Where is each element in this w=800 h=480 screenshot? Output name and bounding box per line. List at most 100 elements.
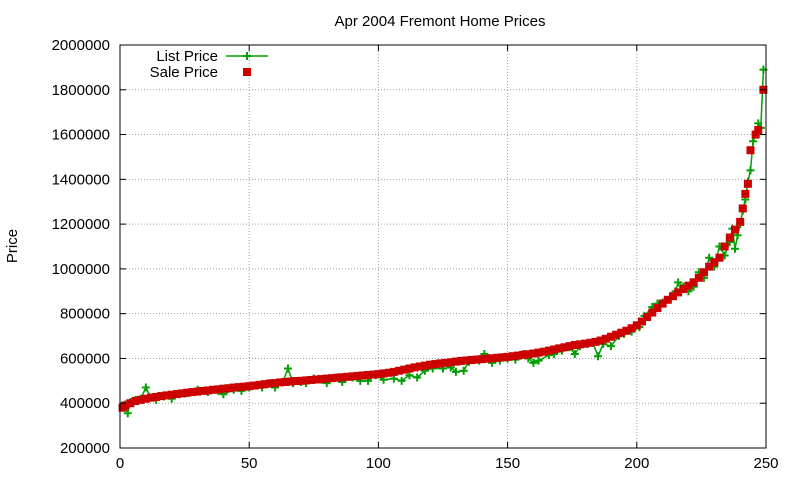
data-point — [493, 353, 502, 362]
data-point — [749, 137, 758, 146]
data-point — [653, 304, 662, 313]
data-point — [529, 349, 538, 358]
x-tick-label: 100 — [366, 455, 391, 472]
data-point — [183, 388, 192, 397]
data-point — [591, 337, 600, 346]
data-point — [198, 386, 207, 395]
data-point — [570, 341, 579, 350]
y-tick-label: 600000 — [60, 350, 110, 367]
data-point — [405, 364, 414, 373]
data-point — [534, 348, 543, 357]
data-point — [283, 364, 292, 373]
y-tick-label: 200000 — [60, 440, 110, 457]
data-point — [668, 292, 677, 301]
data-point — [157, 392, 166, 401]
data-point — [451, 357, 460, 366]
data-point — [123, 409, 132, 418]
data-point — [544, 346, 553, 355]
y-tick-label: 800000 — [60, 306, 110, 323]
data-point — [162, 391, 171, 400]
data-point — [141, 383, 150, 392]
data-point — [420, 361, 429, 370]
data-point — [705, 253, 714, 262]
data-point — [663, 295, 672, 304]
data-point — [601, 334, 610, 343]
data-point — [234, 383, 243, 392]
y-axis-label: Price — [4, 229, 21, 263]
data-point — [736, 217, 745, 226]
x-tick-label: 250 — [753, 455, 778, 472]
data-point — [415, 362, 424, 371]
data-point — [379, 369, 388, 378]
data-point — [389, 367, 398, 376]
data-point — [684, 281, 693, 290]
data-point — [219, 384, 228, 393]
data-point — [317, 375, 326, 384]
data-point — [224, 384, 233, 393]
data-point — [643, 313, 652, 322]
series-layer — [118, 65, 768, 418]
x-tick-label: 0 — [116, 455, 124, 472]
data-point — [291, 377, 300, 386]
data-point — [121, 401, 130, 410]
data-point — [503, 352, 512, 361]
data-point — [126, 399, 135, 408]
data-point — [741, 189, 750, 198]
data-point — [751, 130, 760, 139]
data-point — [229, 383, 238, 392]
data-point — [436, 359, 445, 368]
data-point — [188, 388, 197, 397]
data-point — [240, 382, 249, 391]
data-point — [730, 244, 739, 253]
data-point — [754, 119, 763, 128]
legend-swatch-marker — [243, 52, 251, 60]
data-point — [472, 355, 481, 364]
data-point — [296, 376, 305, 385]
data-point — [730, 225, 739, 234]
data-point — [694, 273, 703, 282]
data-point — [451, 367, 460, 376]
data-point — [395, 366, 404, 375]
data-point — [462, 356, 471, 365]
data-point — [348, 372, 357, 381]
data-point — [426, 360, 435, 369]
legend-swatch-marker — [243, 68, 251, 76]
grid-lines — [120, 45, 766, 448]
data-point — [715, 253, 724, 262]
data-point — [508, 352, 517, 361]
data-point — [312, 375, 321, 384]
data-point — [203, 386, 212, 395]
data-point — [627, 324, 636, 333]
data-point — [302, 376, 311, 385]
data-point — [214, 385, 223, 394]
data-point — [250, 381, 259, 390]
data-point — [413, 373, 422, 382]
data-point — [738, 204, 747, 213]
x-tick-label: 50 — [241, 455, 258, 472]
data-point — [482, 354, 491, 363]
data-point — [353, 371, 362, 380]
data-point — [560, 343, 569, 352]
data-point — [178, 389, 187, 398]
data-point — [265, 379, 274, 388]
data-point — [699, 268, 708, 277]
data-point — [581, 339, 590, 348]
data-point — [389, 374, 398, 383]
data-point — [519, 350, 528, 359]
data-point — [364, 371, 373, 380]
data-point — [152, 392, 161, 401]
data-point — [720, 242, 729, 251]
data-point — [513, 351, 522, 360]
data-point — [397, 376, 406, 385]
data-point — [193, 387, 202, 396]
data-point — [743, 179, 752, 188]
axes: 0 50 100 150 200 250 200000 400000 600000 800000 1… — [52, 37, 779, 472]
data-point — [477, 355, 486, 364]
data-point — [467, 356, 476, 365]
data-point — [606, 342, 615, 351]
data-point — [575, 340, 584, 349]
data-point — [333, 373, 342, 382]
data-point — [754, 126, 763, 135]
data-point — [136, 395, 145, 404]
